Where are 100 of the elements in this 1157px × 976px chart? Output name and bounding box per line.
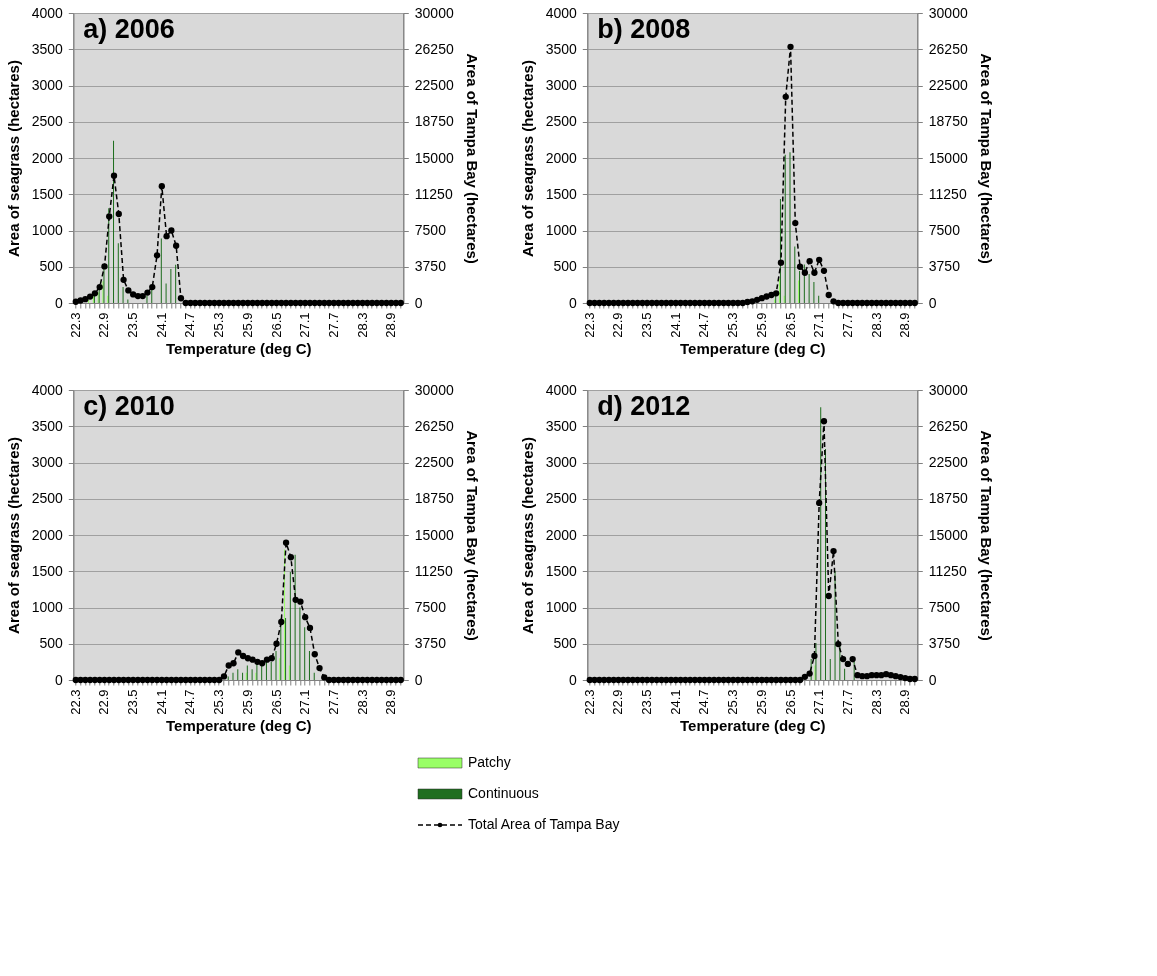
x-tick-label: 27.1 (811, 312, 827, 338)
y-tick-label: 3500 (545, 40, 577, 57)
y-axis-title: Area of seagrass (hectares) (518, 437, 536, 634)
y2-axis-title: Area of Tampa Bay (hectares) (977, 53, 995, 264)
y2-tick-label: 15000 (928, 149, 968, 166)
y-tick-label: 2000 (545, 149, 577, 166)
x-tick-label: 28.3 (868, 689, 884, 715)
x-tick-label: 25.3 (211, 312, 227, 338)
x-tick-label: 27.1 (297, 312, 313, 338)
x-tick-label: 27.7 (839, 312, 855, 338)
x-tick-label: 26.5 (268, 312, 284, 338)
y-tick-label: 3000 (31, 454, 63, 470)
y-tick-label: 2000 (545, 526, 577, 543)
y2-tick-label: 0 (414, 671, 423, 688)
y2-tick-label: 11250 (414, 185, 453, 202)
y2-tick-label: 26250 (414, 417, 454, 434)
x-tick-label: 28.9 (383, 312, 399, 338)
y-tick-label: 3500 (31, 417, 63, 434)
x-tick-label: 27.7 (325, 689, 341, 715)
y2-tick-label: 22500 (414, 454, 454, 470)
y2-tick-label: 15000 (928, 526, 968, 543)
x-tick-label: 22.3 (67, 689, 83, 715)
y-tick-label: 3000 (545, 77, 577, 93)
y2-tick-label: 18750 (928, 113, 968, 130)
y2-tick-label: 22500 (928, 454, 968, 470)
y2-tick-label: 26250 (928, 40, 968, 57)
x-tick-label: 23.5 (125, 312, 141, 338)
x-tick-label: 26.5 (268, 689, 284, 715)
x-tick-label: 28.9 (897, 312, 913, 338)
y-tick-label: 500 (553, 258, 577, 275)
y2-tick-label: 30000 (928, 381, 968, 398)
x-tick-label: 28.3 (354, 312, 370, 338)
y-tick-label: 4000 (545, 4, 577, 21)
y-tick-label: 1000 (545, 222, 577, 238)
y2-tick-label: 22500 (928, 77, 968, 93)
y2-tick-label: 18750 (414, 113, 454, 130)
x-tick-label: 24.1 (153, 312, 169, 338)
x-tick-label: 25.9 (753, 689, 769, 715)
y-tick-label: 1000 (31, 222, 63, 238)
legend-label: Patchy (468, 754, 511, 770)
chart-title: d) 2012 (597, 391, 691, 421)
y2-tick-label: 26250 (414, 40, 454, 57)
y2-tick-label: 3750 (928, 635, 961, 652)
y2-tick-label: 30000 (414, 4, 454, 21)
x-tick-label: 26.5 (782, 689, 798, 715)
x-axis-title: Temperature (deg C) (680, 339, 826, 357)
y2-tick-label: 15000 (414, 149, 454, 166)
y-tick-label: 0 (568, 294, 577, 311)
y-tick-label: 0 (54, 671, 63, 688)
x-tick-label: 28.3 (868, 312, 884, 338)
x-tick-label: 26.5 (782, 312, 798, 338)
x-tick-label: 24.1 (667, 312, 683, 338)
y-tick-label: 3500 (545, 417, 577, 434)
y2-tick-label: 3750 (414, 635, 447, 652)
y2-tick-label: 0 (414, 294, 423, 311)
y2-tick-label: 7500 (414, 599, 447, 615)
y2-tick-label: 11250 (928, 185, 967, 202)
y-tick-label: 2500 (545, 490, 577, 507)
y-tick-label: 0 (54, 294, 63, 311)
y-tick-label: 500 (553, 635, 577, 652)
x-tick-label: 25.3 (725, 312, 741, 338)
y2-tick-label: 0 (928, 671, 937, 688)
x-tick-label: 24.7 (182, 689, 198, 715)
y-tick-label: 2000 (31, 526, 63, 543)
x-tick-label: 22.3 (581, 312, 597, 338)
legend-label: Continuous (468, 785, 539, 801)
y2-tick-label: 0 (928, 294, 937, 311)
y-tick-label: 3000 (545, 454, 577, 470)
x-axis-title: Temperature (deg C) (166, 716, 312, 734)
y-tick-label: 500 (39, 258, 63, 275)
y2-tick-label: 7500 (928, 599, 961, 615)
y2-tick-label: 11250 (928, 562, 967, 579)
x-tick-label: 25.9 (239, 312, 255, 338)
y2-tick-label: 7500 (414, 222, 447, 238)
chart-title: a) 2006 (83, 14, 175, 44)
x-tick-label: 22.9 (96, 689, 112, 715)
y-tick-label: 2500 (545, 113, 577, 130)
y2-tick-label: 26250 (928, 417, 968, 434)
x-tick-label: 28.9 (897, 689, 913, 715)
y2-tick-label: 3750 (414, 258, 447, 275)
chart-title: c) 2010 (83, 391, 175, 421)
y-tick-label: 1000 (31, 599, 63, 615)
y-axis-title: Area of seagrass (hectares) (4, 437, 22, 634)
x-tick-label: 23.5 (639, 689, 655, 715)
x-tick-label: 24.1 (153, 689, 169, 715)
y2-tick-label: 30000 (928, 4, 968, 21)
y2-tick-label: 18750 (928, 490, 968, 507)
x-tick-label: 28.9 (383, 689, 399, 715)
x-tick-label: 25.9 (753, 312, 769, 338)
y-axis-title: Area of seagrass (hectares) (4, 60, 22, 257)
x-tick-label: 24.1 (667, 689, 683, 715)
x-axis-title: Temperature (deg C) (166, 339, 312, 357)
y-tick-label: 1500 (31, 562, 63, 579)
x-tick-label: 27.1 (811, 689, 827, 715)
x-tick-label: 22.3 (67, 312, 83, 338)
y-tick-label: 3500 (31, 40, 63, 57)
x-tick-label: 22.9 (610, 689, 626, 715)
x-tick-label: 22.9 (96, 312, 112, 338)
y-tick-label: 0 (568, 671, 577, 688)
x-tick-label: 22.9 (610, 312, 626, 338)
